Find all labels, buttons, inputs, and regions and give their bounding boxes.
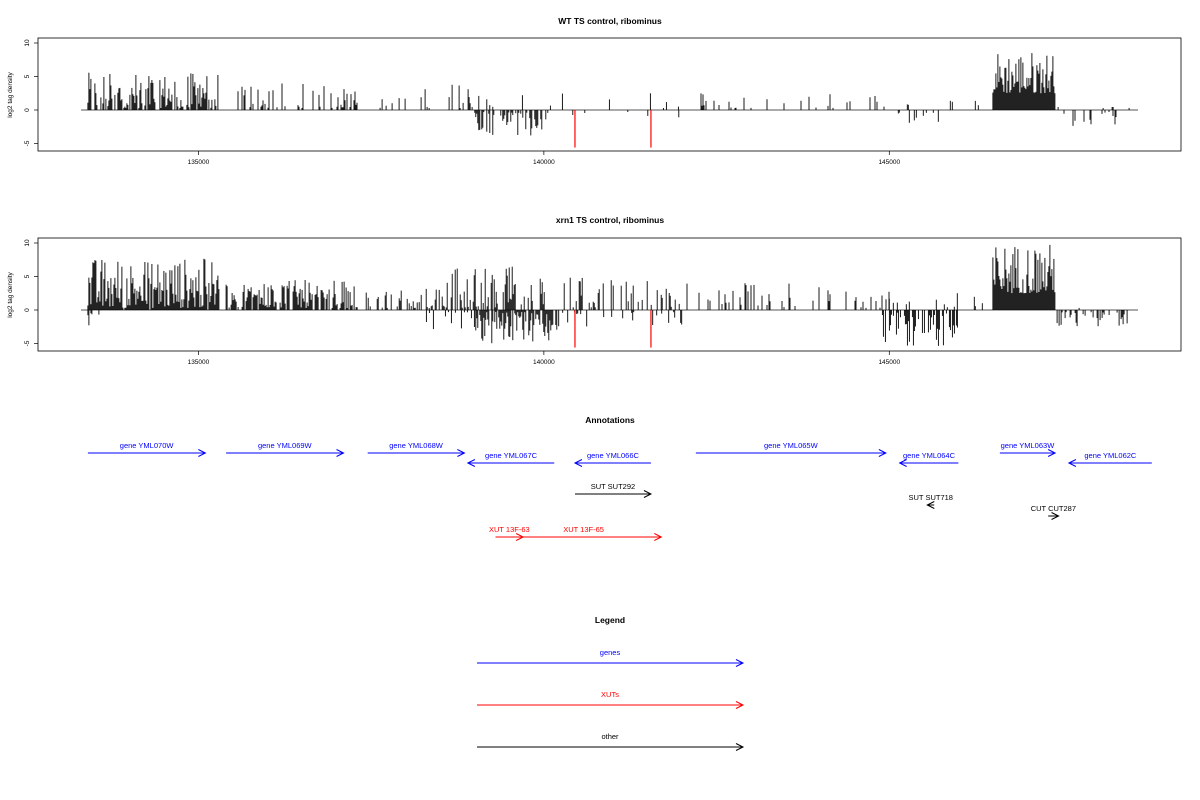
annotation-feature: gene YML066C	[573, 451, 651, 467]
y-tick-label: -5	[24, 140, 31, 146]
feature-label: gene YML068W	[389, 441, 444, 450]
annotation-feature: XUT 13F-65	[505, 525, 663, 541]
arrow-head-icon	[457, 449, 466, 457]
arrow-head-icon	[198, 449, 207, 457]
x-tick-label: 145000	[878, 159, 900, 166]
y-tick-label: 5	[24, 74, 31, 78]
feature-label: gene YML067C	[485, 451, 538, 460]
legend-item: XUTs	[477, 690, 745, 709]
feature-label: gene YML065W	[764, 441, 819, 450]
y-tick-label: 0	[24, 108, 31, 112]
annotation-feature: gene YML067C	[466, 451, 555, 467]
arrow-head-icon	[735, 659, 745, 667]
arrow-head-icon	[466, 459, 476, 467]
legend-item: genes	[477, 648, 745, 667]
feature-label: SUT SUT718	[909, 493, 953, 502]
annotation-feature: gene YML063W	[999, 441, 1057, 457]
arrow-head-icon	[926, 501, 935, 509]
arrow-head-icon	[1067, 459, 1077, 467]
legend-item: other	[477, 732, 745, 751]
y-tick-label: 10	[24, 239, 31, 247]
feature-label: gene YML064C	[903, 451, 956, 460]
plot-frame	[37, 237, 1182, 352]
feature-label: XUT 13F-65	[563, 525, 604, 534]
feature-label: XUT 13F-63	[489, 525, 530, 534]
plot-frame	[37, 37, 1182, 152]
arrow-head-icon	[735, 743, 745, 751]
xrn1-coverage-panel: xrn1 TS control, ribominus log2 tag dens…	[7, 215, 1182, 366]
y-tick-label: 0	[24, 308, 31, 312]
coverage-bars	[81, 53, 1138, 148]
arrow-head-icon	[1047, 449, 1057, 457]
annotation-feature: gene YML068W	[367, 441, 466, 457]
legend-label: other	[601, 732, 619, 741]
coverage-bars	[81, 244, 1138, 348]
feature-label: gene YML063W	[1001, 441, 1056, 450]
annotation-feature: SUT SUT292	[574, 482, 653, 498]
annotations-track: Annotations gene YML070W gene YML069W gene…	[87, 415, 1152, 541]
annotation-feature: gene YML064C	[898, 451, 959, 467]
arrow-head-icon	[336, 449, 345, 457]
annotation-feature: gene YML065W	[695, 441, 887, 457]
wt-coverage-panel: WT TS control, ribominus log2 tag densit…	[7, 16, 1182, 166]
annotation-feature: XUT 13F-63	[489, 525, 530, 541]
x-tick-label: 145000	[878, 359, 900, 366]
legend-title: Legend	[595, 615, 625, 625]
x-tick-label: 140000	[533, 159, 555, 166]
y-axis-label: log2 tag density	[7, 271, 14, 317]
feature-label: gene YML069W	[258, 441, 313, 450]
y-axis-label: log2 tag density	[7, 71, 14, 117]
feature-label: gene YML066C	[587, 451, 640, 460]
y-tick-label: 5	[24, 274, 31, 278]
arrow-head-icon	[573, 459, 583, 467]
annotation-feature: gene YML070W	[87, 441, 207, 457]
arrow-head-icon	[878, 449, 887, 457]
y-tick-label: -5	[24, 340, 31, 346]
legend-label: genes	[600, 648, 621, 657]
arrow-head-icon	[643, 490, 653, 498]
feature-label: SUT SUT292	[591, 482, 635, 491]
x-tick-label: 140000	[533, 359, 555, 366]
legend-label: XUTs	[601, 690, 619, 699]
legend: Legend genes XUTs other	[477, 615, 745, 751]
x-tick-label: 135000	[188, 159, 210, 166]
x-tick-label: 135000	[188, 359, 210, 366]
panel-title: xrn1 TS control, ribominus	[556, 215, 664, 225]
arrow-head-icon	[1051, 512, 1060, 520]
panel-title: WT TS control, ribominus	[558, 16, 662, 26]
annotation-feature: CUT CUT287	[1031, 504, 1076, 520]
annotation-feature: gene YML069W	[226, 441, 345, 457]
feature-label: CUT CUT287	[1031, 504, 1076, 513]
feature-label: gene YML062C	[1084, 451, 1137, 460]
annotation-feature: gene YML062C	[1067, 451, 1152, 467]
arrow-head-icon	[735, 701, 745, 709]
annotations-title: Annotations	[585, 415, 635, 425]
arrow-head-icon	[654, 533, 663, 541]
feature-label: gene YML070W	[120, 441, 175, 450]
arrow-head-icon	[898, 459, 907, 467]
y-tick-label: 10	[24, 39, 31, 47]
annotation-feature: SUT SUT718	[909, 493, 953, 509]
